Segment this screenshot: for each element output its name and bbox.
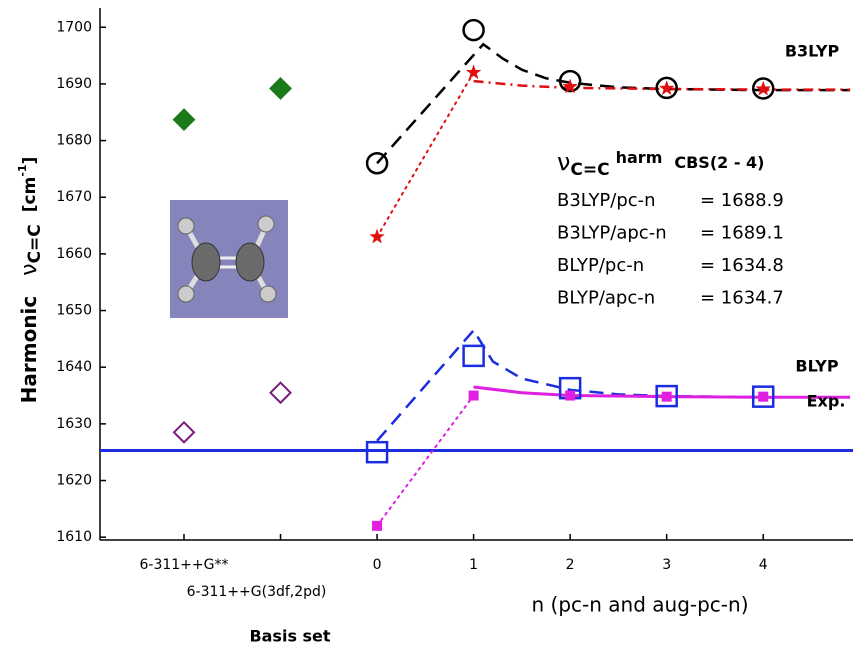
fit-line — [473, 385, 851, 399]
annotation: Exp. — [807, 392, 846, 411]
y-tick-label: 1630 — [56, 416, 92, 432]
square-marker — [758, 391, 769, 402]
info-subscript: C=C — [570, 160, 609, 180]
y-tick-label: 1670 — [56, 189, 92, 205]
info-row-label: BLYP/pc-n — [557, 255, 644, 276]
y-tick-label: 1690 — [56, 76, 92, 92]
star-marker — [465, 64, 482, 80]
square-marker — [565, 390, 576, 401]
molecule-inset — [170, 200, 288, 318]
square-marker — [655, 384, 678, 408]
y-label-unit-sup: -1 — [16, 164, 29, 176]
circle-marker — [462, 18, 485, 42]
y-axis-label: Harmonic νC=C [cm-1] — [16, 157, 45, 404]
y-tick-label: 1660 — [56, 246, 92, 262]
info-row-value: = 1688.9 — [700, 190, 784, 211]
carbon — [235, 242, 265, 282]
info-row-value: = 1634.7 — [700, 288, 784, 309]
square-marker — [462, 344, 485, 368]
diamond-marker — [269, 77, 292, 100]
fit-line — [473, 79, 851, 91]
star-marker — [755, 80, 772, 96]
fit-line — [376, 71, 475, 238]
square-marker — [661, 391, 672, 402]
info-title-text: CBS(2 - 4) — [674, 153, 764, 172]
x-tick-label: 6-311++G** — [139, 557, 228, 573]
x-tick-label: 3 — [662, 557, 671, 573]
x-tick-label: 1 — [469, 557, 478, 573]
circle-marker — [365, 151, 389, 175]
annotation: B3LYP — [785, 42, 840, 61]
info-row-label: B3LYP/apc-n — [557, 223, 667, 244]
info-box: νC=C harm CBS(2 - 4) — [557, 148, 765, 181]
y-label-subscript: C=C — [25, 224, 45, 263]
x-tick-label: 4 — [759, 557, 768, 573]
fit-line — [376, 42, 851, 165]
annotation: BLYP — [795, 357, 838, 376]
x-tick-label: 2 — [566, 557, 575, 573]
info-row-value: = 1634.8 — [700, 255, 784, 276]
info-row-label: BLYP/apc-n — [557, 288, 655, 309]
hydrogen — [177, 285, 195, 303]
info-title: νC=C harm CBS(2 - 4) — [557, 148, 765, 181]
y-label-unit: [cm — [20, 177, 40, 213]
info-row-label: B3LYP/pc-n — [557, 190, 656, 211]
square-marker — [468, 390, 479, 401]
star-marker — [369, 228, 385, 244]
diamond-marker — [172, 108, 196, 132]
square-marker — [365, 440, 389, 464]
diamond-marker — [269, 381, 292, 405]
hydrogen — [177, 217, 195, 235]
x-axis-label: n (pc-n and aug-pc-n) — [532, 593, 749, 617]
y-tick-label: 1680 — [56, 133, 92, 149]
square-marker — [372, 520, 383, 531]
y-tick-label: 1650 — [56, 303, 92, 319]
square-marker — [751, 385, 775, 408]
hydrogen — [259, 285, 277, 303]
circle-marker — [655, 76, 678, 100]
y-tick-label: 1640 — [56, 359, 92, 375]
fit-line — [376, 394, 475, 527]
y-tick-label: 1700 — [56, 19, 92, 35]
y-label-unit-close: ] — [20, 157, 40, 165]
y-tick-label: 1610 — [56, 529, 92, 545]
circle-marker — [558, 69, 582, 93]
x-tick-label: 6-311++G(3df,2pd) — [187, 584, 327, 600]
y-label-symbol: ν — [17, 263, 42, 275]
y-tick-label: 1620 — [56, 473, 92, 489]
star-marker — [658, 80, 675, 96]
x-tick-label: 0 — [373, 557, 382, 573]
carbon — [191, 242, 221, 282]
diamond-marker — [172, 420, 196, 444]
y-label-main: Harmonic — [17, 296, 41, 404]
fit-line — [376, 328, 851, 442]
star-marker — [562, 78, 579, 94]
info-symbol: ν — [557, 148, 570, 176]
info-superscript: harm — [616, 148, 663, 167]
x-axis-label-2: Basis set — [249, 627, 330, 646]
info-row-value: = 1689.1 — [700, 223, 784, 244]
circle-marker — [751, 77, 775, 100]
hydrogen — [257, 215, 275, 233]
